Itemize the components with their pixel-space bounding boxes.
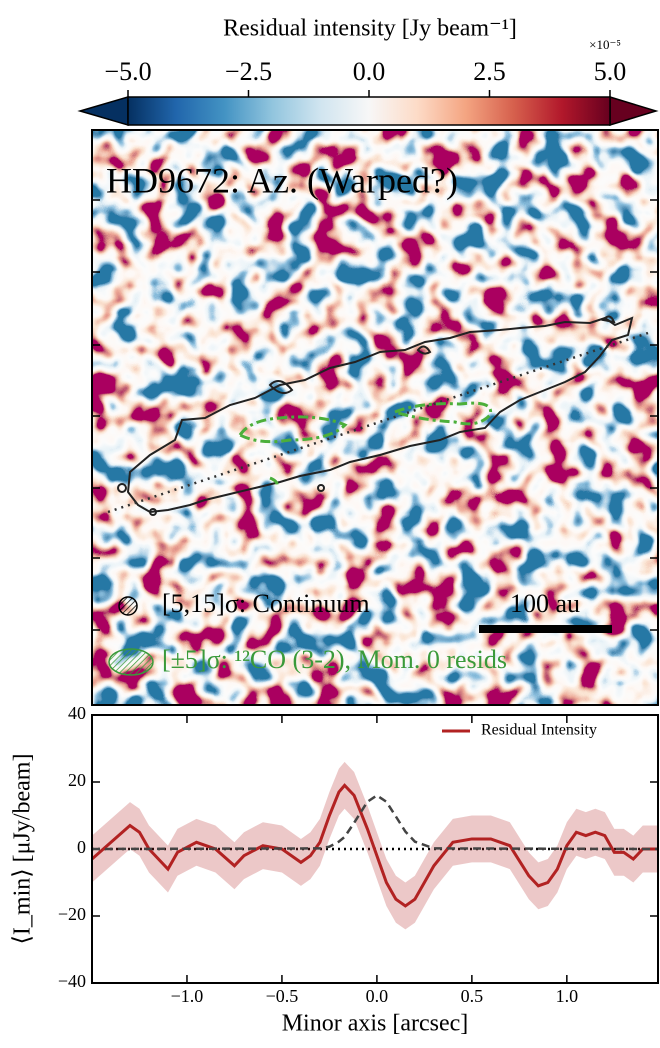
scale-bar xyxy=(479,625,612,633)
model-line xyxy=(92,793,658,851)
x-tick-label: 0.0 xyxy=(366,986,389,1006)
x-axis-label: Minor axis [arcsec] xyxy=(282,1011,469,1037)
x-tick-label: 0.5 xyxy=(461,986,484,1006)
colorbar xyxy=(127,96,611,126)
x-tick-label: 1.0 xyxy=(556,986,579,1006)
y-tick-label: 20 xyxy=(68,770,86,790)
colorbar-extend-high xyxy=(609,95,659,127)
plot-frame xyxy=(91,714,659,984)
colorbar-tick-label: 5.0 xyxy=(594,57,627,86)
colorbar-tick-label: 2.5 xyxy=(473,57,506,86)
colorbar-extend-low xyxy=(77,96,129,126)
legend-label: Residual Intensity xyxy=(481,722,597,739)
x-tick-label: −0.5 xyxy=(266,986,299,1006)
image-frame xyxy=(91,129,659,706)
colorbar-label: Residual intensity [Jy beam⁻¹] xyxy=(223,16,517,42)
legend-symbol xyxy=(118,596,138,616)
image-title: HD9672: Az. (Warped?) xyxy=(106,160,458,200)
colorbar-tick-label: 0.0 xyxy=(353,57,386,86)
colorbar-tick-label: −2.5 xyxy=(225,57,272,86)
y-axis-label: ⟨I_min⟩ [μJy/beam] xyxy=(10,754,36,945)
plot-area xyxy=(92,761,658,930)
legend-label: [±5]σ: ¹²CO (3-2), Mom. 0 resids xyxy=(162,645,507,674)
image xyxy=(92,130,658,705)
error-band xyxy=(92,761,658,930)
scale-bar-label: 100 au xyxy=(510,589,580,618)
colorbar-multiplier: ×10⁻⁵ xyxy=(589,37,621,52)
y-tick-label: −20 xyxy=(58,904,86,924)
y-tick-label: 0 xyxy=(77,837,86,857)
legend-symbol xyxy=(108,648,154,676)
co-contour xyxy=(237,415,348,489)
x-tick-label: −1.0 xyxy=(171,986,204,1006)
image-ticks xyxy=(92,199,658,631)
legend-label: [5,15]σ: Continuum xyxy=(162,589,370,618)
residual-map xyxy=(92,130,658,705)
colorbar-tick-label: −5.0 xyxy=(104,57,151,86)
y-tick-label: −40 xyxy=(58,971,86,991)
residual-line xyxy=(92,783,658,908)
y-tick-label: 40 xyxy=(68,703,86,723)
continuum-contour xyxy=(126,316,634,514)
continuum-contour xyxy=(117,315,616,516)
